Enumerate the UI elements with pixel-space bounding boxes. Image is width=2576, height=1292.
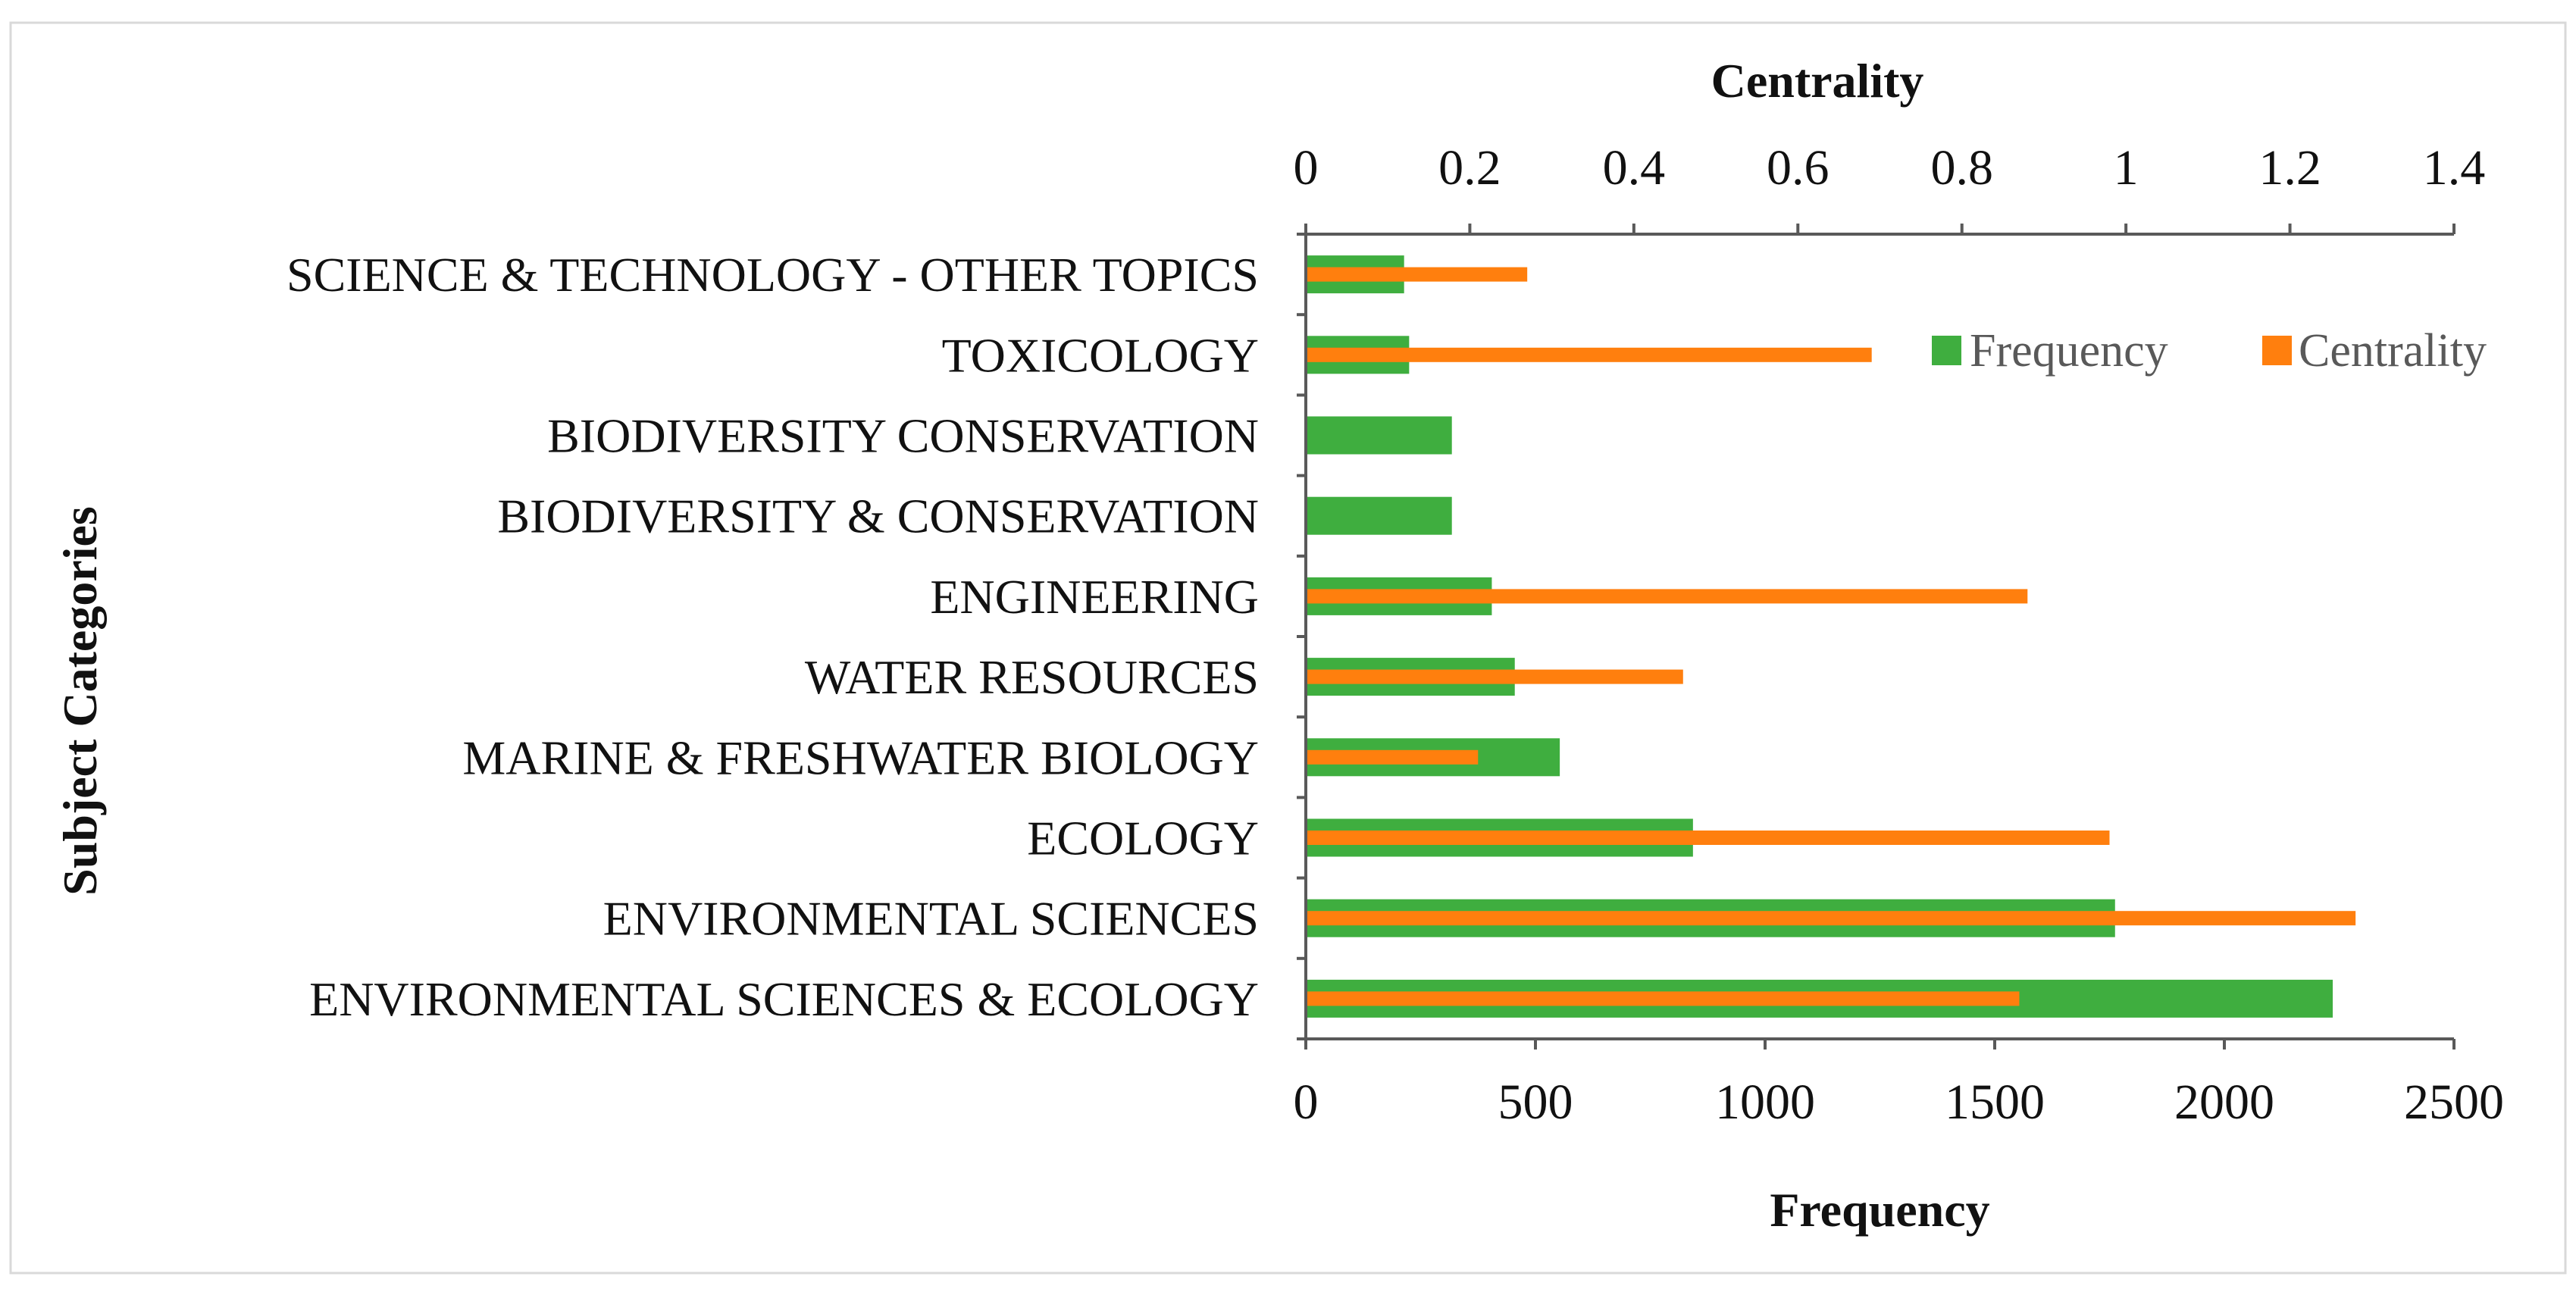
frequency-tick-label: 0 [1294, 1075, 1319, 1130]
centrality-tick-label: 1.4 [2423, 140, 2486, 196]
frequency-bar-biodiversity-conservation [1306, 416, 1452, 455]
legend-label-frequency: Frequency [1970, 325, 2168, 377]
frequency-tick-label: 500 [1498, 1075, 1573, 1130]
legend-label-centrality: Centrality [2299, 325, 2487, 377]
chart-frame [9, 21, 2567, 1275]
centrality-tick-label: 0.8 [1930, 140, 1993, 196]
category-label-water-resources: WATER RESOURCES [805, 650, 1259, 704]
category-label-biodiversity-conservation: BIODIVERSITY & CONSERVATION [497, 490, 1259, 543]
frequency-axis-title: Frequency [1770, 1183, 1989, 1237]
legend-swatch-centrality [2262, 336, 2292, 365]
centrality-tick-label: 1.2 [2258, 140, 2321, 196]
centrality-bar-toxicology [1306, 347, 1872, 362]
frequency-tick-label: 1500 [1945, 1075, 2045, 1130]
centrality-tick-label: 0.6 [1767, 140, 1829, 196]
category-label-toxicology: TOXICOLOGY [942, 328, 1259, 382]
centrality-tick-label: 0 [1294, 140, 1319, 196]
centrality-bar-engineering [1306, 589, 2028, 604]
frequency-tick-label: 2000 [2174, 1075, 2274, 1130]
category-label-science-technology-other-topics: SCIENCE & TECHNOLOGY - OTHER TOPICS [286, 248, 1259, 302]
centrality-bar-environmental-sciences-ecology [1306, 991, 2020, 1006]
centrality-bar-water-resources [1306, 669, 1683, 684]
frequency-bar-biodiversity-conservation [1306, 496, 1452, 535]
category-label-ecology: ECOLOGY [1027, 812, 1259, 865]
legend-swatch-frequency [1932, 336, 1961, 365]
category-label-biodiversity-conservation: BIODIVERSITY CONSERVATION [547, 409, 1259, 463]
centrality-tick-label: 0.2 [1438, 140, 1501, 196]
centrality-bar-science-technology-other-topics [1306, 267, 1528, 282]
centrality-tick-label: 0.4 [1603, 140, 1666, 196]
category-label-engineering: ENGINEERING [930, 570, 1259, 624]
centrality-bar-ecology [1306, 831, 2110, 845]
centrality-tick-label: 1 [2114, 140, 2139, 196]
y-axis-title: Subject Categories [53, 506, 107, 896]
centrality-axis-title: Centrality [1711, 54, 1924, 108]
frequency-tick-label: 2500 [2404, 1075, 2504, 1130]
centrality-bar-environmental-sciences [1306, 911, 2356, 926]
frequency-tick-label: 1000 [1715, 1075, 1815, 1130]
category-label-environmental-sciences-ecology: ENVIRONMENTAL SCIENCES & ECOLOGY [309, 972, 1259, 1026]
category-label-environmental-sciences: ENVIRONMENTAL SCIENCES [603, 892, 1259, 946]
centrality-bar-marine-freshwater-biology [1306, 749, 1479, 765]
category-label-marine-freshwater-biology: MARINE & FRESHWATER BIOLOGY [462, 730, 1259, 784]
